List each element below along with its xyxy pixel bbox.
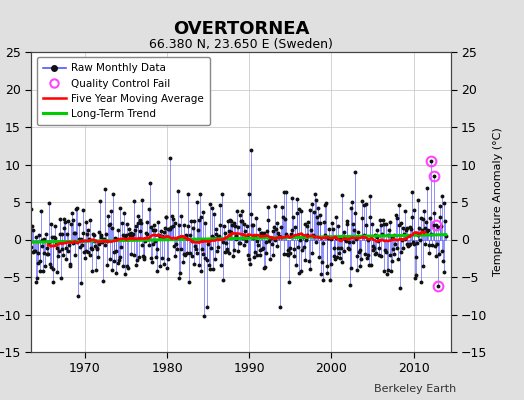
Text: OVERTORNEA: OVERTORNEA bbox=[173, 20, 309, 38]
Text: 66.380 N, 23.650 E (Sweden): 66.380 N, 23.650 E (Sweden) bbox=[149, 38, 333, 51]
Y-axis label: Temperature Anomaly (°C): Temperature Anomaly (°C) bbox=[493, 128, 503, 276]
Legend: Raw Monthly Data, Quality Control Fail, Five Year Moving Average, Long-Term Tren: Raw Monthly Data, Quality Control Fail, … bbox=[37, 57, 210, 125]
Text: Berkeley Earth: Berkeley Earth bbox=[374, 384, 456, 394]
